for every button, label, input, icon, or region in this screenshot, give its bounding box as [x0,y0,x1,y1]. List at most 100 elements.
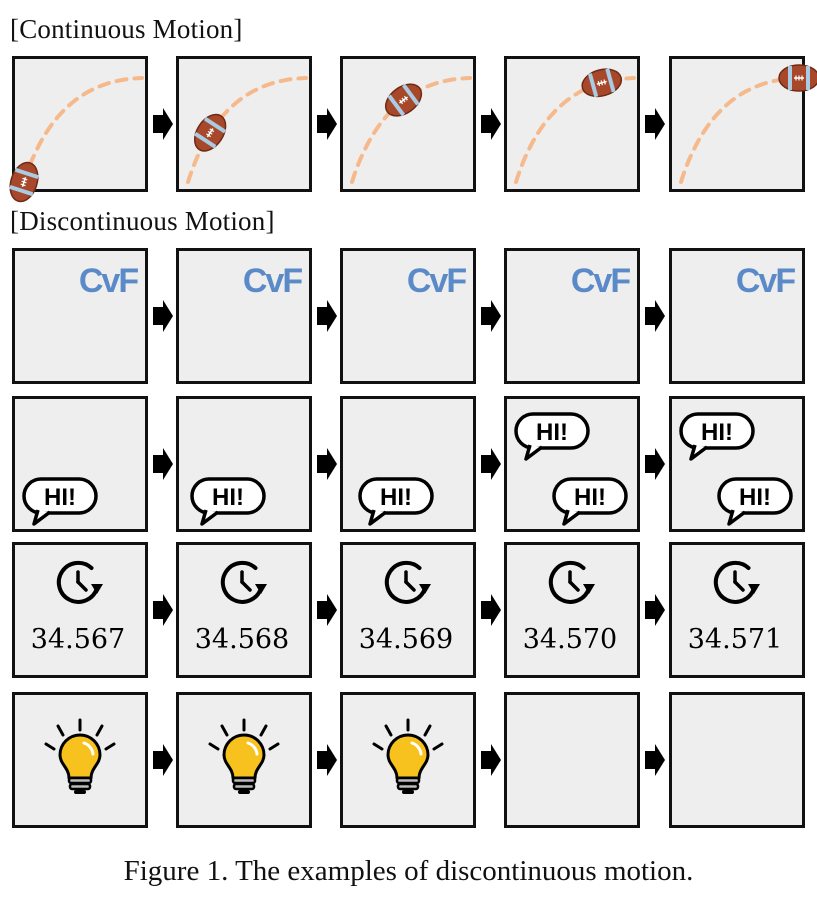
timer-frame: 34.569 [340,542,476,678]
arrow-icon [317,744,337,776]
arrow-icon [645,300,665,332]
lightbulb-frame [176,692,312,828]
football-icon [778,64,817,92]
timer-icon [548,560,595,604]
football-frame [176,56,312,192]
speech-bubble-icon: HI! [514,412,590,461]
arrow-icon [481,744,501,776]
panel-border [176,248,312,384]
speech-bubble-icon: HI! [717,477,793,526]
football-frame [340,56,476,192]
arrow-icon [481,594,501,626]
bubble-text: HI! [536,419,568,446]
lightbulb-icon [372,718,444,794]
arrow-icon [153,594,173,626]
cvf-logo: CvF [79,262,138,300]
motion-trail [679,76,801,184]
arrow-icon [317,594,337,626]
lightbulb-icon [44,718,116,794]
arrow-icon [153,744,173,776]
lightbulb-frame [340,692,476,828]
motion-trail [186,76,308,184]
football-frame [9,56,148,203]
figure-panels: CvF CvF CvF CvF CvF HI! HI! HI! HI! HI! HI! HI! 34.5… [9,56,817,828]
arrow-icon [317,300,337,332]
figure-caption: Figure 1. The examples of discontinuous … [123,855,694,887]
arrow-icon [317,108,337,140]
panel-border [504,542,640,678]
panel-border [669,542,805,678]
arrow-icon [153,300,173,332]
football-icon [384,83,423,117]
timer-icon [56,560,103,604]
cvf-frame: CvF [176,248,312,384]
lightbulb-frame [669,692,805,828]
panel-border [340,542,476,678]
arrow-icon [153,448,173,480]
football-icon [9,161,39,203]
continuous-motion-label: [Continuous Motion] [10,14,243,44]
speech-bubble-icon: HI! [552,477,628,526]
speech-bubble-icon: HI! [22,477,98,526]
arrow-icon [317,448,337,480]
bubble-text: HI! [701,419,733,446]
speech-bubble-icon: HI! [358,477,434,526]
timer-value: 34.569 [359,624,453,655]
timer-frame: 34.570 [504,542,640,678]
football-frame [504,56,640,192]
timer-frame: 34.568 [176,542,312,678]
panel-border [12,542,148,678]
speech-frame: HI! [176,396,312,532]
timer-frame: 34.567 [12,542,148,678]
cvf-frame: CvF [12,248,148,384]
discontinuous-motion-label: [Discontinuous Motion] [10,206,275,236]
speech-frame: HI! HI! [669,396,805,532]
timer-icon [220,560,267,604]
bubble-text: HI! [380,484,412,511]
timer-value: 34.568 [195,624,289,655]
speech-frame: HI! HI! [504,396,640,532]
arrow-icon [645,448,665,480]
panel-border [176,542,312,678]
cvf-frame: CvF [669,248,805,384]
arrow-icon [481,448,501,480]
cvf-frame: CvF [504,248,640,384]
lightbulb-icon [208,718,280,794]
lightbulb-frame [12,692,148,828]
arrow-icon [153,108,173,140]
speech-bubble-icon: HI! [679,412,755,461]
lightbulb-frame [504,692,640,828]
arrow-icon [481,108,501,140]
football-icon [581,68,623,98]
timer-icon [713,560,760,604]
panel-border [669,248,805,384]
cvf-logo: CvF [736,262,795,300]
motion-trail [22,76,144,184]
cvf-logo: CvF [407,262,466,300]
timer-frame: 34.571 [669,542,805,678]
bubble-text: HI! [44,484,76,511]
football-frame [669,56,817,192]
panel-border [12,248,148,384]
arrow-icon [645,108,665,140]
panel-border [340,248,476,384]
timer-value: 34.570 [523,624,617,655]
panel-border [12,692,148,828]
panel-border [504,248,640,384]
bubble-text: HI! [212,484,244,511]
cvf-logo: CvF [243,262,302,300]
arrow-icon [645,594,665,626]
football-icon [193,113,227,152]
bubble-text: HI! [739,484,771,511]
timer-value: 34.567 [31,624,125,655]
speech-bubble-icon: HI! [190,477,266,526]
cvf-frame: CvF [340,248,476,384]
speech-frame: HI! [12,396,148,532]
timer-icon [384,560,431,604]
speech-frame: HI! [340,396,476,532]
arrow-icon [645,744,665,776]
panel-border [669,692,805,828]
cvf-logo: CvF [571,262,630,300]
timer-value: 34.571 [688,624,782,655]
bubble-text: HI! [574,484,606,511]
